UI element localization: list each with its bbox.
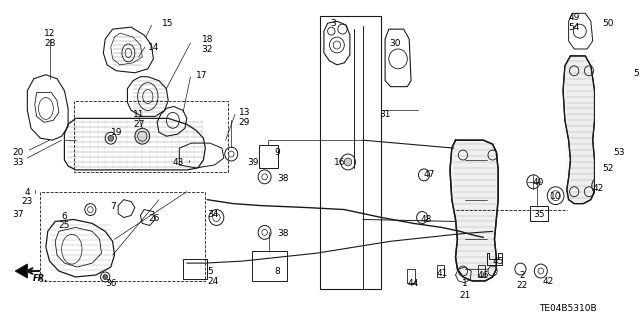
Text: 37: 37 xyxy=(12,210,24,219)
Text: 1: 1 xyxy=(462,279,468,288)
Text: 42: 42 xyxy=(593,184,604,193)
Text: 11
27: 11 27 xyxy=(133,110,144,129)
Text: 14: 14 xyxy=(148,43,159,52)
Text: 21: 21 xyxy=(459,291,470,300)
Text: 40: 40 xyxy=(532,178,544,187)
Text: 13
29: 13 29 xyxy=(239,108,250,127)
Text: 46: 46 xyxy=(477,271,489,280)
Text: 4
23: 4 23 xyxy=(22,188,33,206)
Text: 20
33: 20 33 xyxy=(12,148,24,167)
Text: 19: 19 xyxy=(111,128,122,137)
Text: TE04B5310B: TE04B5310B xyxy=(539,304,596,313)
Text: 38: 38 xyxy=(278,229,289,238)
Text: 39: 39 xyxy=(247,158,259,167)
Text: 42: 42 xyxy=(543,277,554,286)
Text: 16: 16 xyxy=(334,158,346,167)
Text: 45: 45 xyxy=(493,257,504,266)
Text: 38: 38 xyxy=(278,174,289,183)
Text: 30: 30 xyxy=(389,39,400,48)
Text: 49
54: 49 54 xyxy=(568,13,580,32)
Text: 15: 15 xyxy=(162,19,173,28)
Text: 3: 3 xyxy=(330,19,336,28)
Text: 12
28: 12 28 xyxy=(44,29,55,48)
Text: 17: 17 xyxy=(196,71,207,80)
Circle shape xyxy=(103,274,108,279)
Polygon shape xyxy=(450,140,498,281)
Text: 7: 7 xyxy=(109,202,115,211)
Text: 31: 31 xyxy=(380,110,391,119)
Text: 44: 44 xyxy=(407,279,419,288)
Text: 5
24: 5 24 xyxy=(207,267,218,286)
Text: 43: 43 xyxy=(173,158,184,167)
Text: 34: 34 xyxy=(207,210,218,219)
Text: 10: 10 xyxy=(550,192,561,201)
Text: 52: 52 xyxy=(602,164,613,173)
Polygon shape xyxy=(15,264,28,278)
Polygon shape xyxy=(563,56,595,204)
Text: 9: 9 xyxy=(274,148,280,157)
Text: 50: 50 xyxy=(602,19,614,28)
Circle shape xyxy=(108,135,113,141)
Text: FR.: FR. xyxy=(33,274,49,283)
Text: 2
22: 2 22 xyxy=(516,271,528,290)
Text: 48: 48 xyxy=(420,214,432,224)
Text: 18
32: 18 32 xyxy=(202,35,213,54)
Text: 53: 53 xyxy=(613,148,625,157)
Text: 35: 35 xyxy=(533,210,545,219)
Circle shape xyxy=(344,158,352,166)
Text: 26: 26 xyxy=(148,213,160,223)
Text: 51: 51 xyxy=(634,69,640,78)
Text: 6
25: 6 25 xyxy=(59,211,70,230)
Text: 36: 36 xyxy=(105,279,116,288)
Text: 41: 41 xyxy=(437,269,448,278)
Circle shape xyxy=(135,128,150,144)
Text: 47: 47 xyxy=(424,170,435,179)
Text: 8: 8 xyxy=(275,267,280,276)
